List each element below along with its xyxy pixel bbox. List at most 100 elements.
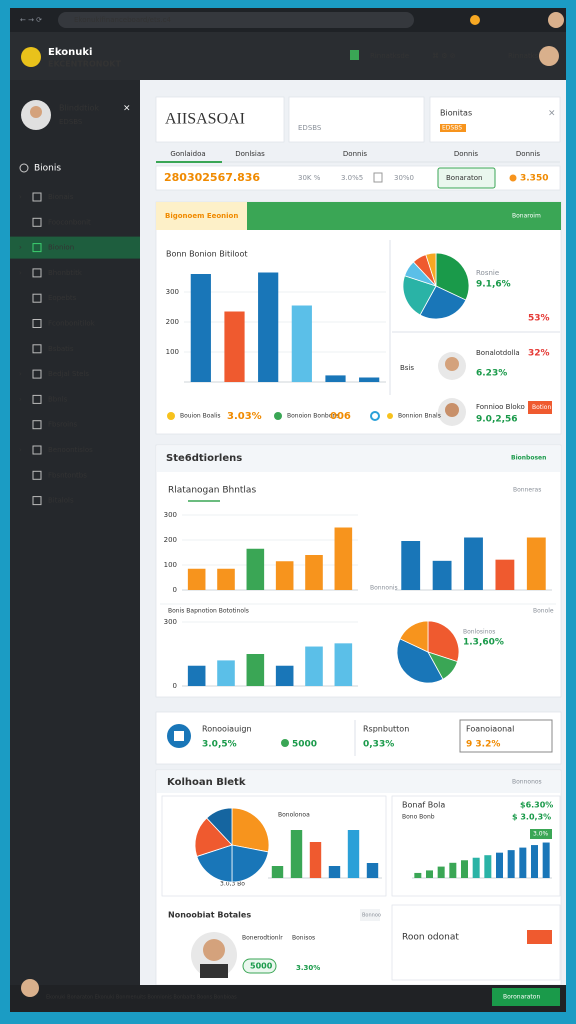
bar [359, 377, 380, 382]
sidebar-item[interactable]: Bbnls [48, 395, 68, 403]
side-value: $ 3.0,3% [512, 813, 551, 822]
header-nav[interactable]: Rinnatksde [508, 52, 547, 60]
pie-slice [194, 817, 233, 857]
legend-dot [167, 412, 175, 420]
kpi-extra: 5000 [292, 740, 317, 750]
item-icon [32, 394, 42, 404]
bottom-action[interactable]: Bonnonos [512, 779, 542, 786]
sidebar-item[interactable]: Fooconbonit [48, 218, 91, 226]
row-change: 32% [528, 349, 550, 359]
sidebar-item[interactable]: Bedjal Stels [48, 370, 89, 378]
tab[interactable]: Gonlaidoa [170, 150, 205, 158]
chevron: › [19, 244, 22, 252]
subtitle-action[interactable]: Bonneras [513, 487, 541, 494]
bar [334, 643, 353, 686]
sidebar-item[interactable]: Benoontislos [48, 446, 93, 454]
bar [401, 541, 421, 590]
address-bar[interactable] [58, 12, 414, 28]
sidebar-item[interactable]: Eopebts [48, 294, 77, 302]
list-action[interactable]: Bonnoo [362, 913, 381, 919]
header-icons[interactable]: ⌘ ⚙ ⊘ [432, 52, 456, 60]
row-title: Bonis Bapnotion Bototinols [168, 608, 249, 615]
sidebar-item[interactable]: Bitalols [48, 497, 74, 505]
side-sub: Bono Bonb [402, 814, 435, 821]
kpi-dot [281, 739, 289, 747]
bar [328, 866, 341, 878]
sidebar-item[interactable]: Bionais [48, 193, 74, 201]
person-pill [242, 958, 277, 974]
chevron: › [19, 269, 22, 277]
item-icon [32, 344, 42, 354]
sidebar-item[interactable]: Bhonbtitk [48, 269, 83, 277]
sidebar-item[interactable]: Bsbatis [48, 345, 74, 353]
nav-arrows[interactable]: ← → ⟳ [20, 16, 42, 24]
y-tick-label: 300 [164, 511, 177, 519]
person-face [203, 939, 225, 961]
pie-slice [399, 620, 429, 653]
bar [224, 311, 245, 382]
profile-role: EDSBS [59, 118, 83, 126]
list-action-bg [360, 909, 380, 921]
footer-button[interactable] [492, 988, 560, 1006]
logo [21, 47, 41, 67]
tab[interactable]: Donnis [454, 150, 478, 158]
pie-label: Rosnie [476, 269, 499, 277]
bar [305, 555, 323, 590]
row-action[interactable]: Bonole [533, 608, 554, 615]
address: Ekonukifinanceboard/ets.c4 [74, 16, 171, 24]
bottom-head [157, 771, 560, 793]
y-tick-label: 200 [166, 318, 179, 326]
kpi-value: 3.0,5% [202, 740, 237, 750]
pie-slice [427, 620, 460, 663]
bar [275, 561, 294, 590]
summary-card [429, 96, 561, 143]
stat-icon [373, 172, 383, 183]
sidebar-section: Bionis [34, 164, 61, 174]
bar [519, 847, 527, 878]
row-button[interactable] [528, 401, 552, 414]
sidebar-item[interactable]: Fconbonitilok [48, 320, 96, 328]
nav-icon[interactable] [350, 50, 359, 60]
tab[interactable]: Donnis [516, 150, 540, 158]
avatar-face [445, 403, 459, 417]
bar [464, 537, 483, 590]
row-name: Fonnioo Bloko [476, 403, 525, 411]
overview-action[interactable]: Bonaroim [512, 213, 541, 220]
row-value: 6.23% [476, 369, 507, 379]
sidebar-item[interactable]: Bionion [48, 244, 74, 252]
card-button[interactable] [527, 930, 552, 944]
item-icon [32, 293, 42, 303]
row-button-label: Botion [532, 404, 551, 411]
total: 280302567.836 [164, 171, 260, 184]
tab[interactable]: Donnis [343, 150, 367, 158]
info-card [288, 96, 425, 143]
y-tick-label: 100 [164, 561, 177, 569]
user-avatar[interactable] [539, 46, 559, 66]
bar [472, 857, 480, 878]
item-icon [32, 445, 42, 455]
tab[interactable]: Donlsias [235, 150, 265, 158]
side-pill [530, 829, 552, 839]
pie-slice [231, 807, 270, 853]
bar [217, 568, 235, 590]
bar [484, 855, 492, 878]
overview-tag-bg [156, 202, 247, 230]
browser-avatar[interactable] [548, 12, 564, 28]
legend-dot [274, 412, 282, 420]
statistics-action[interactable]: Bionbosen [511, 455, 546, 462]
extension-icon[interactable] [470, 15, 480, 25]
card-title: Roon odonat [402, 933, 459, 943]
nav-item[interactable]: Rinnatksde [370, 52, 409, 60]
pie-label: Bonlosinos [463, 629, 495, 636]
overview-card [155, 201, 562, 435]
pie-slice [402, 275, 437, 316]
bar [258, 272, 279, 382]
summary-close[interactable]: × [548, 109, 556, 119]
primary-button[interactable] [437, 167, 496, 189]
side-title: Bonaf Bola [402, 801, 445, 810]
item-icon [32, 369, 42, 379]
sidebar-item[interactable]: Fbsntontbs [48, 471, 87, 479]
close-sidebar[interactable]: × [123, 104, 131, 114]
sidebar-item[interactable]: Fbsroins [48, 421, 78, 429]
y-tick-label: 0 [173, 682, 177, 690]
